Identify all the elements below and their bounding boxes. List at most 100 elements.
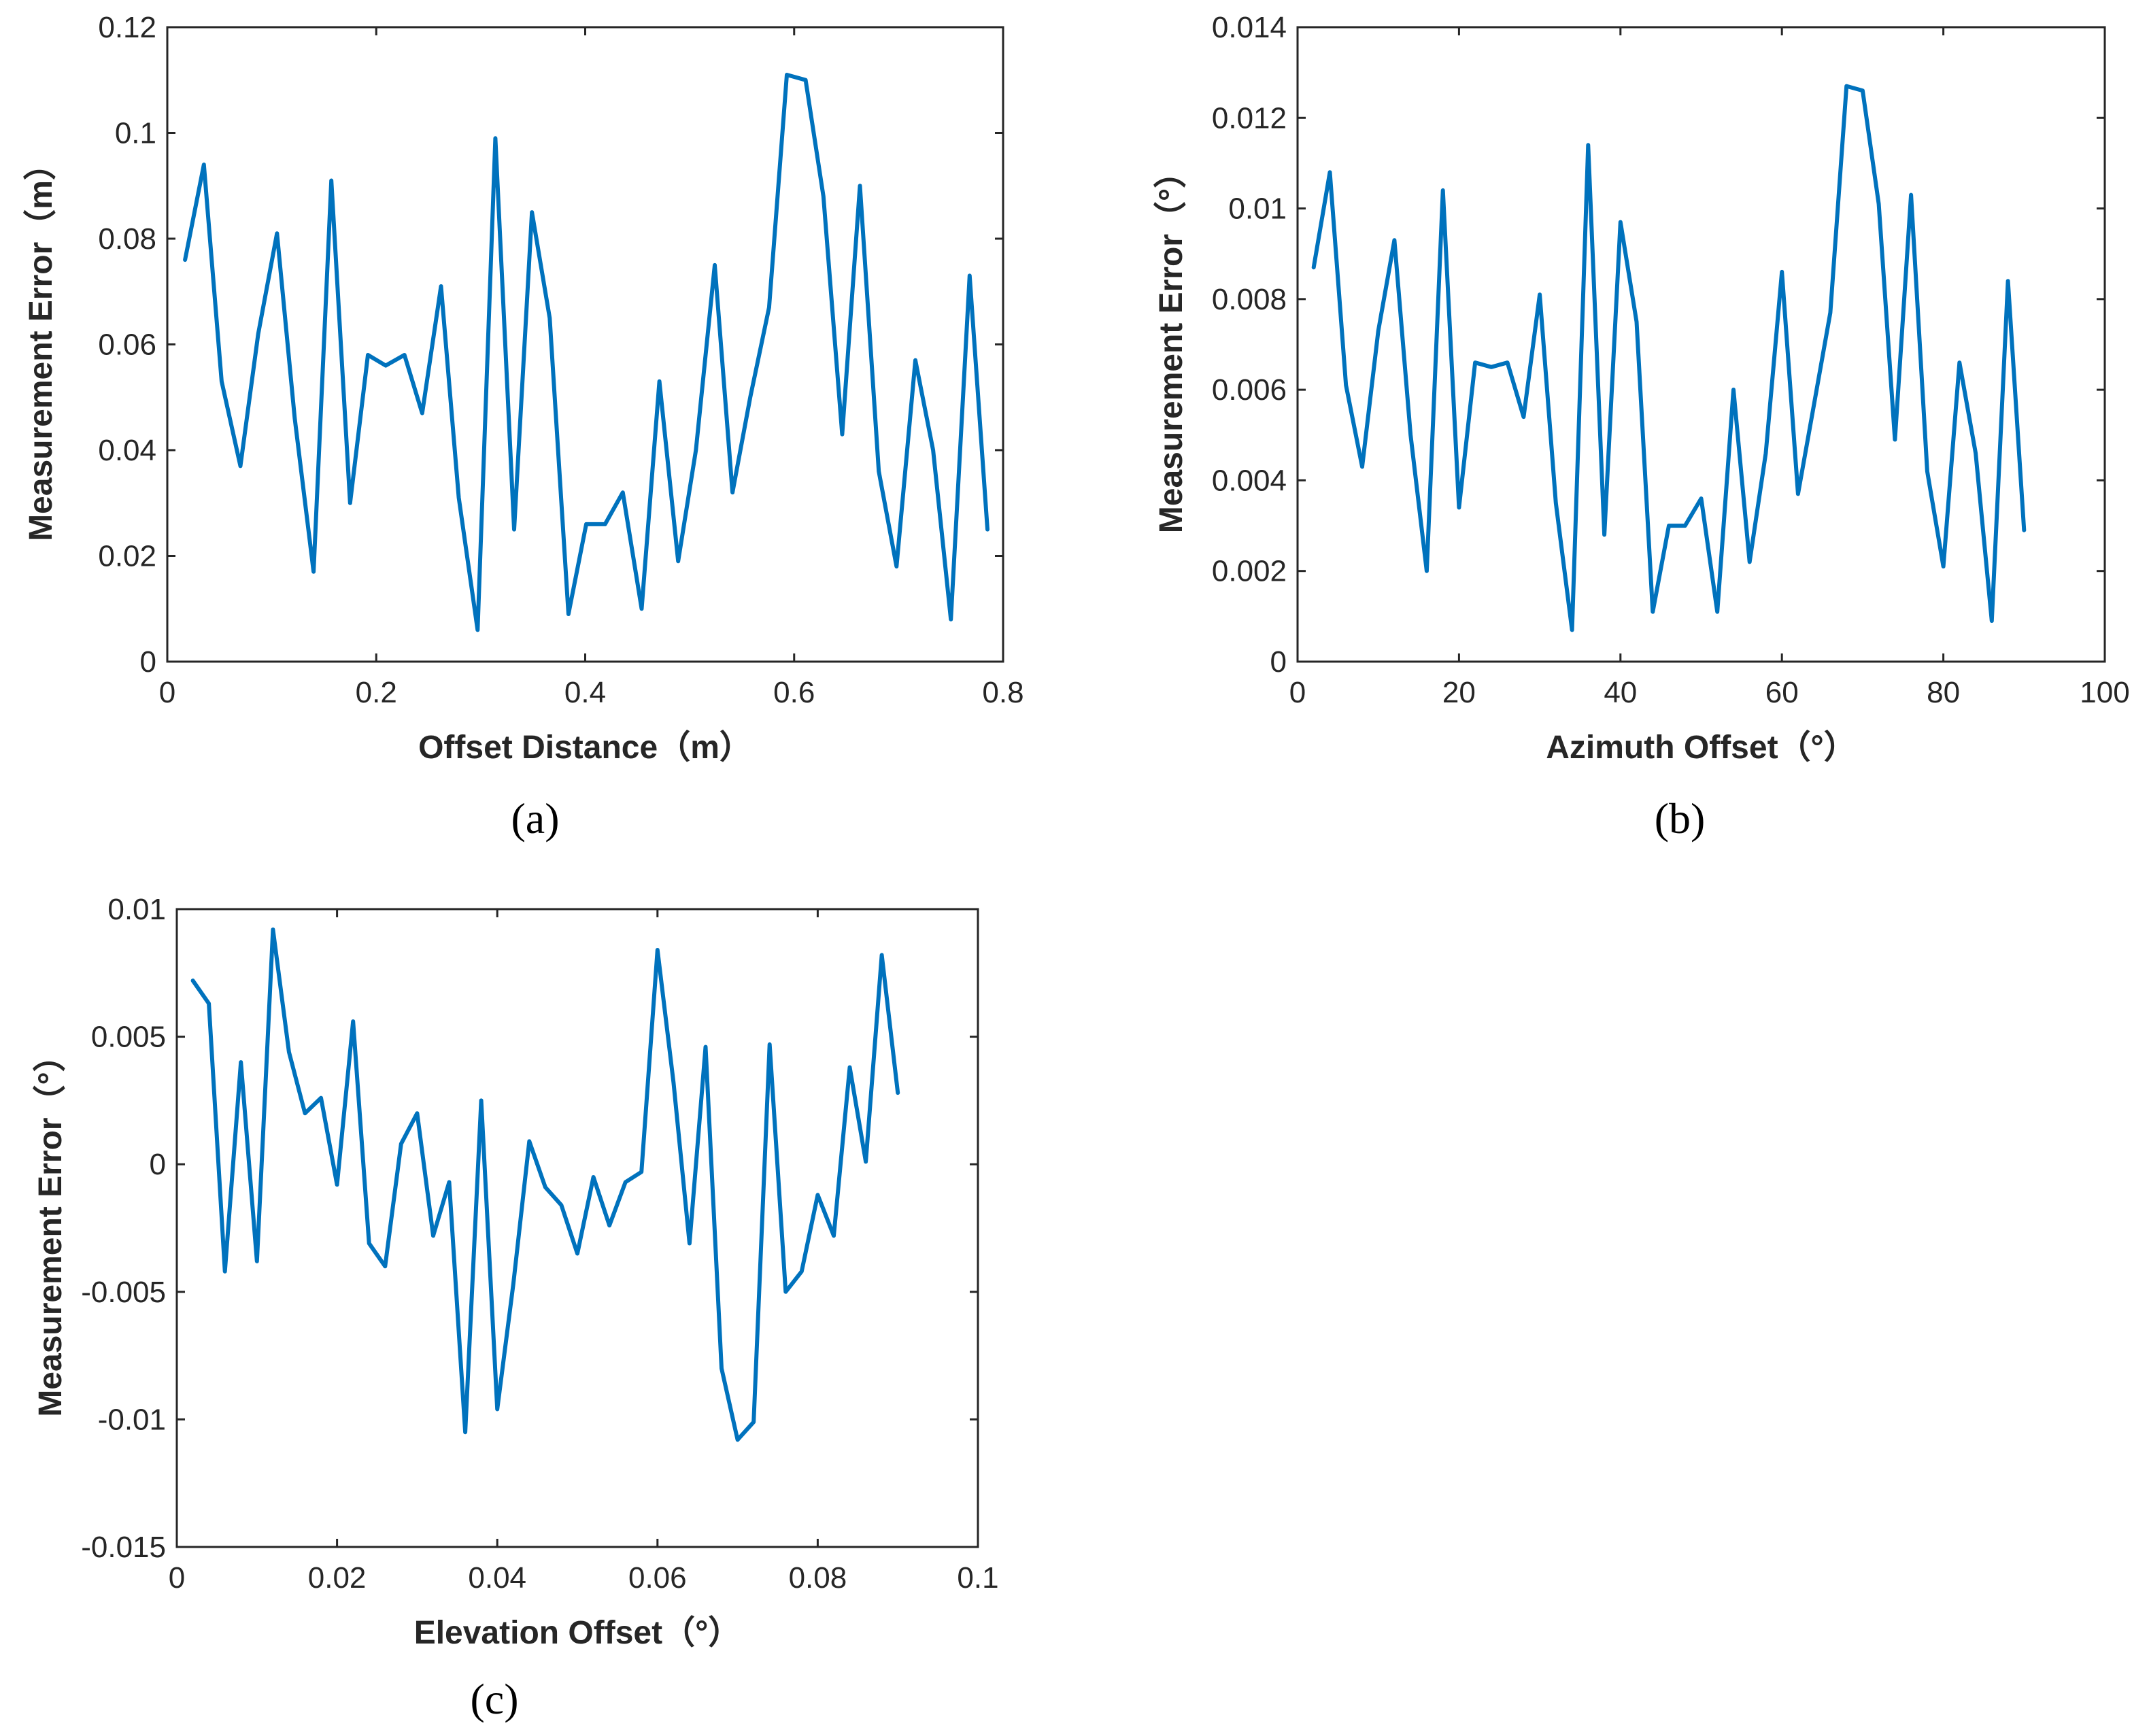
data-point bbox=[1586, 143, 1590, 147]
panel-label: (a) bbox=[511, 794, 559, 843]
data-point bbox=[1699, 496, 1704, 500]
x-tick-label: 0 bbox=[169, 1561, 185, 1595]
data-point bbox=[479, 1098, 484, 1102]
data-point bbox=[311, 570, 316, 574]
data-point bbox=[239, 1060, 243, 1064]
data-point bbox=[1780, 270, 1784, 274]
data-point bbox=[768, 1042, 772, 1046]
data-point bbox=[676, 559, 680, 563]
data-point bbox=[1619, 220, 1623, 224]
x-tick-label: 0.02 bbox=[308, 1561, 367, 1595]
data-point bbox=[292, 416, 297, 420]
x-tick-label: 80 bbox=[1927, 676, 1960, 709]
data-point bbox=[656, 948, 660, 952]
series-line bbox=[190, 927, 900, 1442]
panel-label: (b) bbox=[1655, 794, 1706, 843]
data-point bbox=[913, 358, 917, 362]
data-point bbox=[1425, 569, 1429, 573]
data-point bbox=[1974, 451, 1978, 455]
data-point bbox=[713, 263, 717, 267]
data-point bbox=[1635, 320, 1639, 324]
x-tick-label: 0 bbox=[159, 676, 175, 709]
y-tick-label: 0.012 bbox=[1212, 101, 1287, 135]
data-point bbox=[1554, 501, 1558, 505]
data-point bbox=[748, 395, 752, 399]
y-tick-label: 0.12 bbox=[98, 11, 156, 44]
x-tick-label: 0.08 bbox=[789, 1561, 847, 1595]
x-tick-label: 0.8 bbox=[982, 676, 1023, 709]
data-point bbox=[730, 490, 734, 494]
chart-c: 0 0.02 0.04 0.06 0.08 0.1 -0.015 -0.01 -0.005 0 0.… bbox=[33, 893, 999, 1723]
x-axis-label: Azimuth Offset（°） bbox=[1546, 730, 1857, 766]
y-tick-label: 0.01 bbox=[1228, 192, 1287, 226]
plot-frame bbox=[1296, 26, 2106, 663]
data-point bbox=[1763, 451, 1767, 455]
x-tick-label: 20 bbox=[1442, 676, 1476, 709]
data-point bbox=[475, 628, 479, 632]
data-point bbox=[239, 464, 243, 468]
data-point bbox=[207, 1002, 211, 1006]
y-tick-label: 0.01 bbox=[107, 893, 166, 926]
data-point bbox=[694, 448, 698, 452]
y-tick-label: 0.1 bbox=[115, 117, 156, 150]
data-point bbox=[275, 231, 279, 235]
data-point bbox=[736, 1437, 740, 1442]
y-axis-label: Measurement Error（°） bbox=[33, 1039, 69, 1416]
data-point bbox=[1521, 415, 1525, 419]
data-point bbox=[603, 522, 607, 526]
data-point bbox=[703, 1045, 707, 1049]
data-point bbox=[822, 194, 826, 199]
data-point bbox=[447, 1180, 452, 1184]
data-point bbox=[287, 1050, 291, 1054]
data-point bbox=[880, 953, 884, 957]
y-tick-label: 0.008 bbox=[1212, 283, 1287, 316]
data-point bbox=[420, 411, 424, 415]
data-point bbox=[202, 163, 206, 167]
data-point bbox=[584, 522, 588, 526]
data-point bbox=[1990, 619, 1994, 623]
data-point bbox=[351, 1019, 355, 1023]
chart-b: 0 20 40 60 80 100 0 0.002 0.004 0.006 0.008 0.01 0.0… bbox=[1153, 11, 2130, 843]
data-point bbox=[1392, 238, 1396, 242]
y-tick-label: -0.01 bbox=[98, 1403, 166, 1436]
data-point bbox=[1909, 193, 1913, 197]
y-tick-label: 0 bbox=[150, 1148, 166, 1181]
data-point bbox=[399, 1142, 403, 1146]
data-point bbox=[530, 210, 534, 214]
data-point bbox=[383, 1264, 387, 1268]
data-point bbox=[815, 1193, 819, 1197]
x-tick-label: 0.1 bbox=[957, 1561, 998, 1595]
data-point bbox=[457, 496, 461, 500]
data-point bbox=[1602, 532, 1606, 537]
data-point bbox=[1942, 564, 1946, 568]
data-point bbox=[767, 305, 771, 309]
data-point bbox=[783, 1290, 788, 1294]
data-point bbox=[639, 1170, 643, 1174]
data-point bbox=[384, 364, 388, 368]
y-tick-label: 0.08 bbox=[98, 222, 156, 256]
x-tick-label: 0.06 bbox=[628, 1561, 687, 1595]
data-point bbox=[1457, 505, 1461, 509]
data-point bbox=[329, 178, 333, 182]
series-line bbox=[1311, 84, 2027, 632]
x-tick-label: 0.6 bbox=[773, 676, 815, 709]
data-point bbox=[848, 1066, 852, 1070]
data-point bbox=[1667, 524, 1671, 528]
x-tick-label: 100 bbox=[2080, 676, 2129, 709]
x-tick-label: 0.04 bbox=[468, 1561, 526, 1595]
data-point bbox=[1538, 292, 1542, 296]
data-point bbox=[720, 1366, 724, 1370]
x-tick-label: 0.4 bbox=[564, 676, 606, 709]
y-tick-label: 0 bbox=[1270, 645, 1287, 679]
y-tick-label: 0.04 bbox=[98, 434, 156, 467]
y-tick-label: -0.005 bbox=[81, 1276, 166, 1309]
data-point bbox=[1957, 360, 1961, 364]
x-tick-label: 0 bbox=[1289, 676, 1306, 709]
data-point bbox=[1651, 610, 1655, 614]
data-point bbox=[639, 607, 643, 611]
data-point bbox=[511, 1282, 515, 1287]
data-point bbox=[319, 1096, 323, 1100]
data-point bbox=[303, 1111, 307, 1115]
data-point bbox=[223, 1270, 227, 1274]
